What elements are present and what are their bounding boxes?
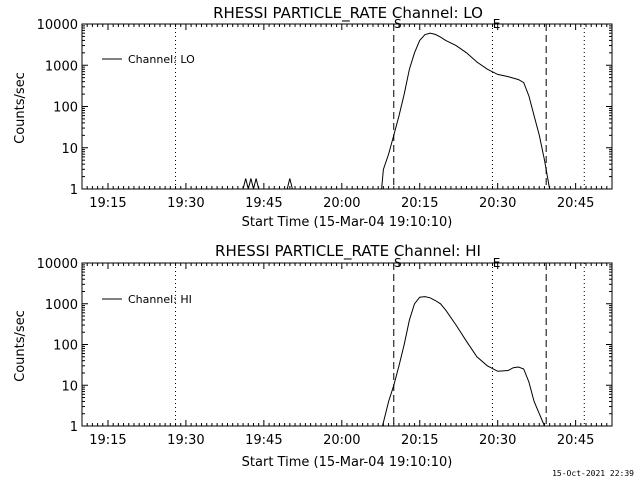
legend-label: Channel: HI [128,293,192,306]
x-tick-label: 20:30 [479,196,516,211]
x-tick-label: 19:45 [245,433,282,448]
y-tick-label: 100 [53,339,78,354]
footer-timestamp: 15-Oct-2021 22:39 [552,469,634,478]
x-tick-label: 19:15 [89,196,126,211]
plot-frame [81,23,613,190]
chart-title: RHESSI PARTICLE_RATE Channel: HI [215,242,481,261]
x-tick-label: 20:15 [401,196,438,211]
panel-lo: RHESSI PARTICLE_RATE Channel: LO Start T… [13,4,613,230]
y-tick-label: 1000 [45,59,78,74]
series-line [382,296,545,427]
marker-label: S [394,17,402,31]
y-tick-label: 10 [61,142,78,157]
marker-label: E [493,17,501,31]
y-tick-label: 10000 [37,257,78,272]
marker-label: E [493,256,501,270]
x-tick-label: 19:15 [89,433,126,448]
x-axis-label: Start Time (15-Mar-04 19:10:10) [242,455,453,470]
y-tick-label: 1 [70,183,78,198]
x-tick-label: 19:30 [167,433,204,448]
y-axis-label: Counts/sec [13,310,28,382]
plot-frame [81,262,613,427]
x-tick-label: 20:00 [323,433,360,448]
series-line [242,32,551,190]
x-tick-label: 20:30 [479,433,516,448]
marker-label: S [394,256,402,270]
legend-label: Channel: LO [128,53,195,66]
x-tick-label: 19:45 [245,196,282,211]
y-tick-label: 100 [53,101,78,116]
y-axis-label: Counts/sec [13,72,28,144]
y-tick-label: 1000 [45,298,78,313]
x-axis-label: Start Time (15-Mar-04 19:10:10) [242,215,453,230]
panel-hi: RHESSI PARTICLE_RATE Channel: HI Start T… [13,242,613,470]
y-tick-label: 1 [70,420,78,435]
x-tick-label: 19:30 [167,196,204,211]
x-tick-label: 20:45 [557,196,594,211]
x-tick-label: 20:00 [323,196,360,211]
chart-title: RHESSI PARTICLE_RATE Channel: LO [213,4,483,23]
y-tick-label: 10 [61,379,78,394]
x-tick-label: 20:15 [401,433,438,448]
x-tick-label: 20:45 [557,433,594,448]
y-tick-label: 10000 [37,18,78,33]
